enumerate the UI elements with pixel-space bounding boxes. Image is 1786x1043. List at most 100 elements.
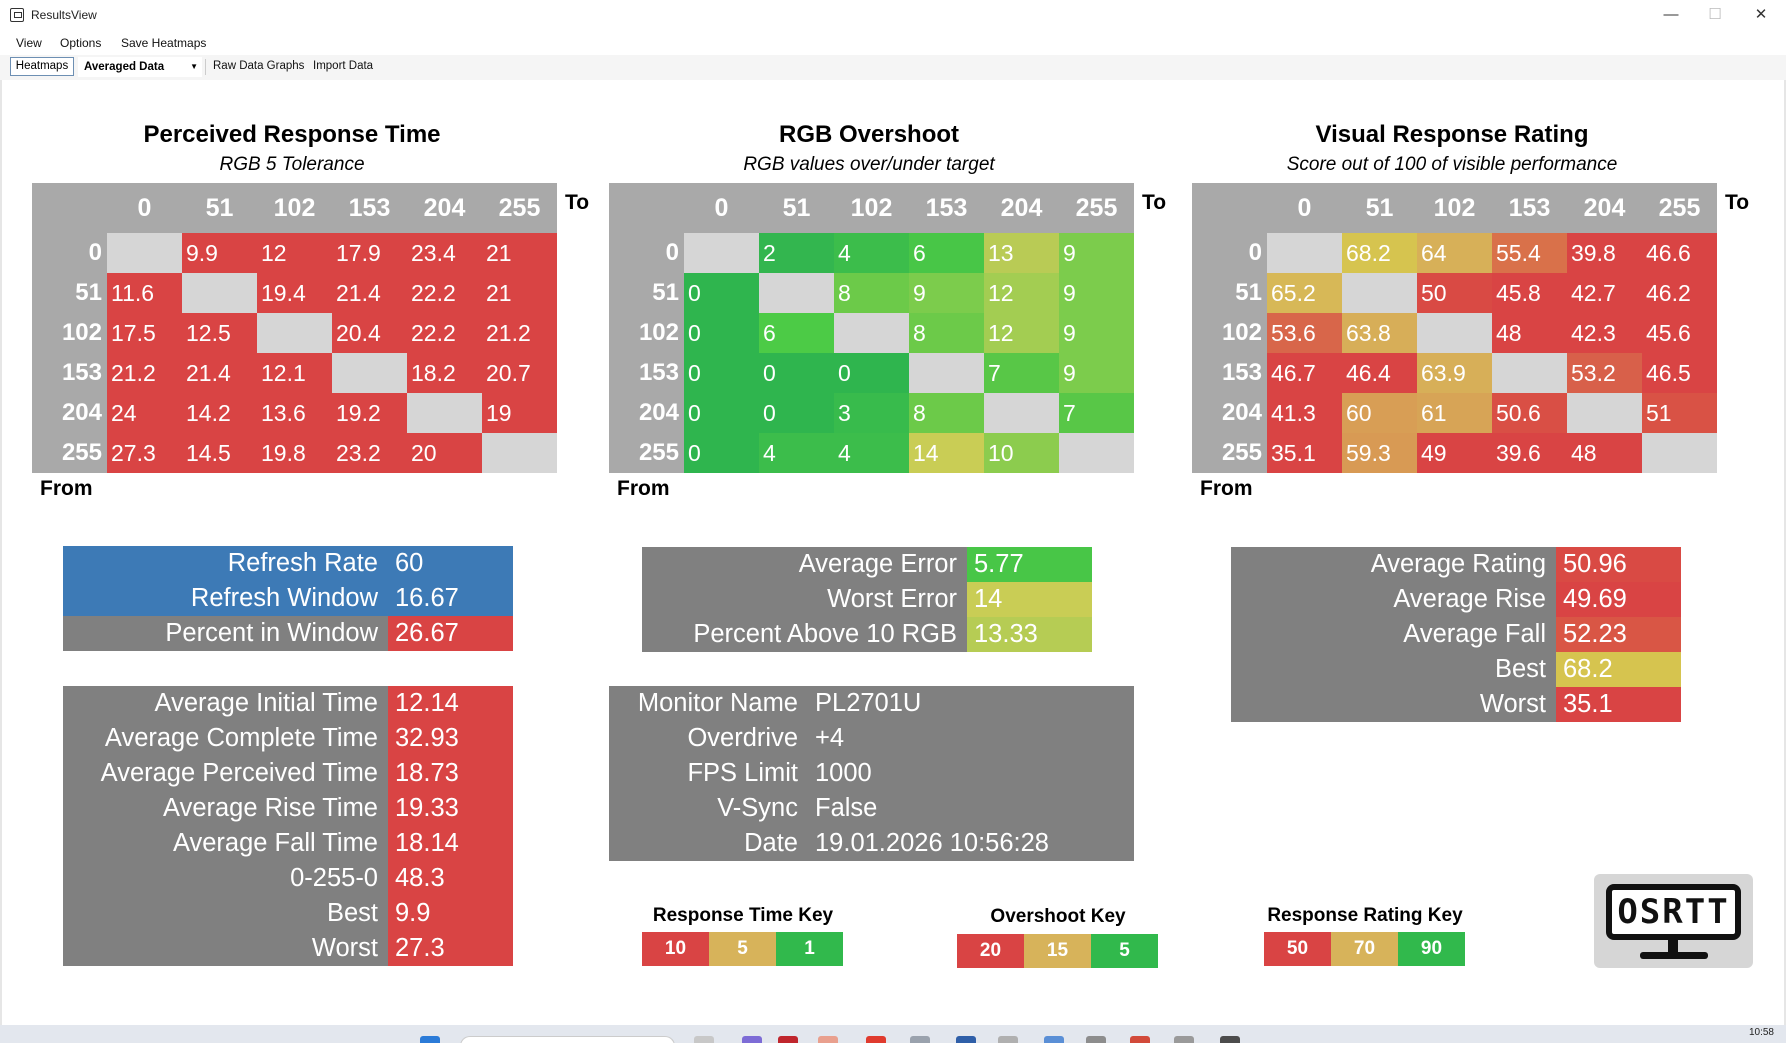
taskbar-app-icon[interactable] xyxy=(694,1036,714,1043)
heatmap-cell: 45.6 xyxy=(1642,313,1717,353)
key-swatch: 1 xyxy=(776,932,843,966)
heatmap-cell: 63.8 xyxy=(1342,313,1417,353)
heatmap-cell: 7 xyxy=(1059,393,1134,433)
taskbar-search[interactable] xyxy=(460,1036,675,1043)
heatmap-empty-cell xyxy=(759,273,834,313)
stat-value: 26.67 xyxy=(388,616,513,651)
heatmap-cell: 64 xyxy=(1417,233,1492,273)
key-swatch: 50 xyxy=(1264,932,1331,966)
heatmap-empty-cell xyxy=(182,273,257,313)
stat-row: Average Rating 50.96 xyxy=(1231,547,1681,582)
stat-value: 50.96 xyxy=(1556,547,1681,582)
taskbar-app-icon[interactable] xyxy=(778,1036,798,1043)
heatmap-cell: 21 xyxy=(482,273,557,313)
heatmap-column-header: 102 xyxy=(273,194,316,222)
heatmap-cell: 23.2 xyxy=(332,433,407,473)
taskbar-app-icon[interactable] xyxy=(1220,1036,1240,1043)
heatmap-cell: 51 xyxy=(1642,393,1717,433)
stat-row: Worst 35.1 xyxy=(1231,687,1681,722)
stat-row: Average Perceived Time 18.73 xyxy=(63,756,513,791)
start-icon[interactable] xyxy=(420,1036,440,1043)
stat-label: Average Fall xyxy=(1231,617,1556,652)
rating-stats-table: Average Rating 50.96 Average Rise 49.69 Aver… xyxy=(1231,547,1681,722)
taskbar-app-icon[interactable] xyxy=(1174,1036,1194,1043)
heatmap-row-header: 255 xyxy=(638,439,679,466)
heatmap-cell: 21.4 xyxy=(182,353,257,393)
heatmap-cell: 41.3 xyxy=(1267,393,1342,433)
heatmap-cell: 0 xyxy=(684,433,759,473)
heatmap-cell: 0 xyxy=(759,353,834,393)
heatmap-cell: 46.2 xyxy=(1642,273,1717,313)
heatmap-column-header: 51 xyxy=(782,194,811,222)
heatmap-cell: 3 xyxy=(834,393,909,433)
stat-label: Worst xyxy=(1231,687,1556,722)
heatmap-row-header: 102 xyxy=(638,319,679,346)
dataset-select[interactable]: Averaged Data ▼ xyxy=(78,57,202,77)
taskbar-app-icon[interactable] xyxy=(818,1036,838,1043)
heatmaps-tab-button[interactable]: Heatmaps xyxy=(10,57,74,76)
heatmap-cell: 50.6 xyxy=(1492,393,1567,433)
response-time-stats-table: Average Initial Time 12.14 Average Complet… xyxy=(63,686,513,966)
stat-label: Worst Error xyxy=(642,582,967,617)
heatmap-column-header: 204 xyxy=(1000,194,1043,222)
heatmap-grid: 0 51 102 153 204 255 0 9.9 12 17.9 23.4 21 51 11.6 19.… xyxy=(32,183,557,473)
heatmap-cell: 60 xyxy=(1342,393,1417,433)
taskbar-app-icon[interactable] xyxy=(1044,1036,1064,1043)
heatmap-column-header: 204 xyxy=(1583,194,1626,222)
key-swatch: 10 xyxy=(642,932,709,966)
heatmap-cell: 59.3 xyxy=(1342,433,1417,473)
taskbar-app-icon[interactable] xyxy=(742,1036,762,1043)
heatmap-to-label: To xyxy=(1142,191,1167,214)
heatmap-empty-cell xyxy=(984,393,1059,433)
heatmap-column-header: 153 xyxy=(925,194,968,222)
stat-row: Refresh Window 16.67 xyxy=(63,581,513,616)
taskbar-app-icon[interactable] xyxy=(998,1036,1018,1043)
taskbar-app-icon[interactable] xyxy=(910,1036,930,1043)
stat-label: Worst xyxy=(63,931,388,966)
stat-value: 35.1 xyxy=(1556,687,1681,722)
heatmap-column-header: 0 xyxy=(137,194,152,222)
heatmap-cell: 9.9 xyxy=(182,233,257,273)
heatmap-cell: 39.8 xyxy=(1567,233,1642,273)
stat-label: Average Rise Time xyxy=(63,791,388,826)
heatmap-column-header: 255 xyxy=(1658,194,1701,222)
close-button[interactable]: ✕ xyxy=(1754,6,1768,23)
stat-label: Percent Above 10 RGB xyxy=(642,617,967,652)
taskbar-app-icon[interactable] xyxy=(956,1036,976,1043)
key-swatch: 20 xyxy=(957,934,1024,968)
heatmap-cell: 12.5 xyxy=(182,313,257,353)
content-area xyxy=(0,80,1786,1025)
taskbar-app-icon[interactable] xyxy=(1086,1036,1106,1043)
logo-base xyxy=(1640,952,1708,959)
menu-options[interactable]: Options xyxy=(60,36,102,50)
heatmap-cell: 9 xyxy=(1059,353,1134,393)
heatmap-row-header: 51 xyxy=(652,279,679,306)
raw-data-graphs-button[interactable]: Raw Data Graphs xyxy=(213,60,305,72)
import-data-button[interactable]: Import Data xyxy=(313,60,374,72)
heatmap-cell: 9 xyxy=(1059,233,1134,273)
minimize-button[interactable]: — xyxy=(1663,6,1679,23)
heatmap-empty-cell xyxy=(1342,273,1417,313)
stat-label: Percent in Window xyxy=(63,616,388,651)
stat-label: Refresh Window xyxy=(63,581,388,616)
stat-label: Average Rating xyxy=(1231,547,1556,582)
heatmap-cell: 22.2 xyxy=(407,273,482,313)
stat-label: 0-255-0 xyxy=(63,861,388,896)
maximize-button[interactable]: ☐ xyxy=(1708,6,1722,23)
stat-value: +4 xyxy=(808,721,1134,756)
menu-view[interactable]: View xyxy=(16,36,42,50)
title-bar: ResultsView — ☐ ✕ xyxy=(0,0,1786,30)
stat-row: Monitor Name PL2701U xyxy=(609,686,1134,721)
heatmap-cell: 50 xyxy=(1417,273,1492,313)
stat-row: 0-255-0 48.3 xyxy=(63,861,513,896)
stat-value: 18.14 xyxy=(388,826,513,861)
heatmap-row-header: 102 xyxy=(61,319,102,346)
heatmap-cell: 35.1 xyxy=(1267,433,1342,473)
menu-save-heatmaps[interactable]: Save Heatmaps xyxy=(121,36,207,50)
stat-row: Refresh Rate 60 xyxy=(63,546,513,581)
heatmap-row-header: 153 xyxy=(1221,359,1262,386)
heatmap-title: Visual Response Rating xyxy=(1315,121,1589,148)
heatmap-cell: 0 xyxy=(834,353,909,393)
taskbar-app-icon[interactable] xyxy=(1130,1036,1150,1043)
taskbar-app-icon[interactable] xyxy=(866,1036,886,1043)
